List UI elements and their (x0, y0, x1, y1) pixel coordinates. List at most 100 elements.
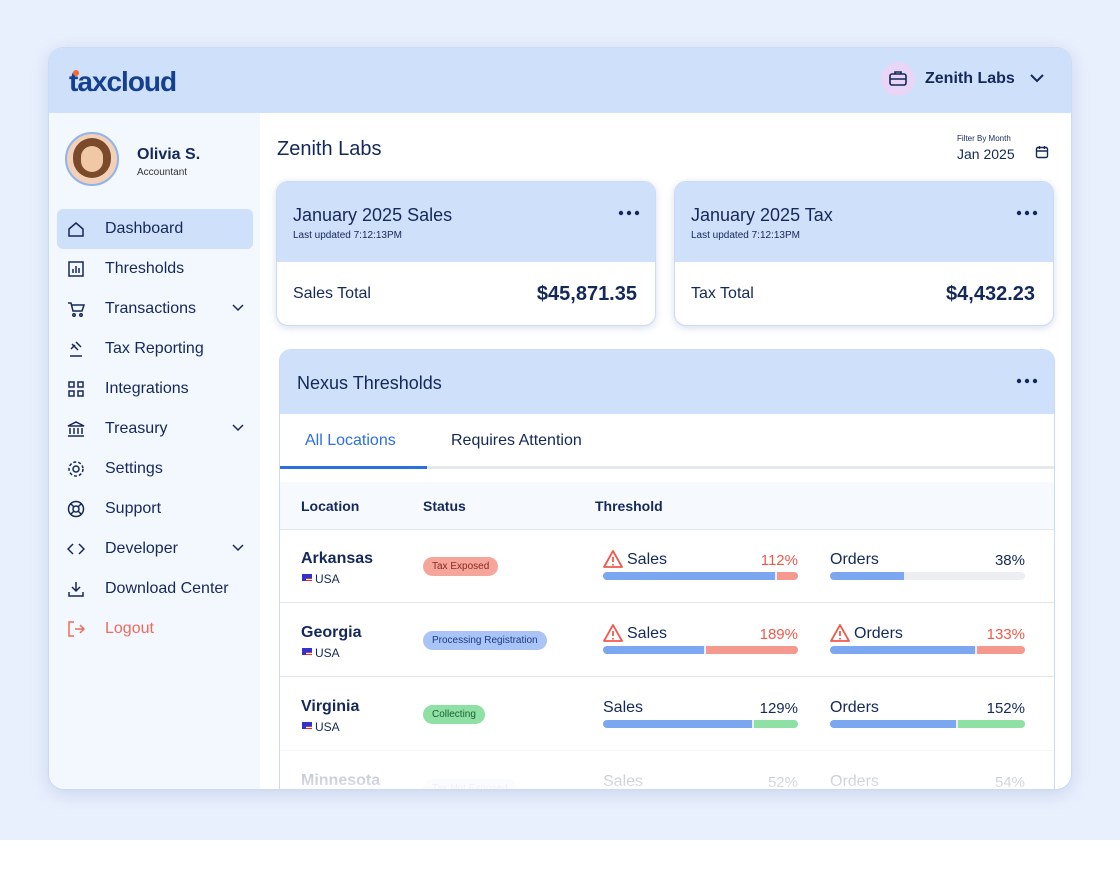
nav-icon (67, 543, 85, 555)
row-divider (280, 676, 1054, 677)
page-title: Zenith Labs (277, 138, 382, 160)
user-role: Accountant (137, 167, 188, 178)
column-header: Threshold (595, 498, 663, 514)
metric-percent: 133% (986, 626, 1025, 643)
summary-card: January 2025 Sales Last updated 7:12:13PM… (276, 181, 656, 326)
filter-value[interactable]: Jan 2025 (957, 146, 1015, 162)
nav-icon (68, 302, 85, 317)
bar-fill (830, 572, 905, 580)
more-menu (618, 210, 640, 216)
nav-item[interactable]: Integrations (105, 380, 189, 397)
nav-icon (68, 461, 84, 477)
metric-percent: 152% (986, 700, 1025, 717)
column-header: Location (301, 498, 360, 514)
flag (302, 574, 312, 581)
chevron[interactable] (1029, 72, 1045, 84)
metric-percent: 129% (759, 700, 798, 717)
bar-fill (830, 720, 957, 728)
nav-item[interactable]: Tax Reporting (105, 340, 204, 357)
logo: taxcloud (69, 66, 177, 97)
metric-percent: 38% (994, 552, 1025, 569)
bar-overflow (754, 720, 798, 728)
tab[interactable]: All Locations (305, 432, 396, 449)
state[interactable]: Virginia (301, 698, 360, 715)
top-bar (49, 48, 1071, 113)
nav-chevron (232, 424, 244, 432)
bar-fill (603, 720, 753, 728)
status-pill: Tax Exposed (423, 557, 499, 576)
bar-overflow (706, 646, 798, 654)
card-label: Sales Total (293, 285, 371, 302)
metric-percent: 189% (759, 626, 798, 643)
card-title: January 2025 Sales (293, 205, 453, 225)
nav-icon (67, 500, 85, 518)
tab-underline (280, 466, 427, 469)
briefcase (889, 71, 907, 86)
nexus-panel: Nexus Thresholds All Locations Requires A… (279, 349, 1055, 789)
nav-item[interactable]: Settings (105, 460, 163, 477)
bar-track (830, 572, 1025, 580)
warning-icon (603, 624, 623, 642)
warning-icon (830, 624, 850, 642)
column-header: Status (423, 498, 466, 514)
metric-name: Orders (830, 551, 879, 568)
metric-name: Sales (627, 551, 668, 568)
bar-overflow (976, 646, 1025, 654)
nav-item[interactable]: Thresholds (105, 260, 185, 277)
logout-icon (68, 621, 85, 637)
more-menu (1016, 210, 1038, 216)
country: USA (315, 646, 340, 660)
nav-icon (70, 341, 82, 357)
card-title: January 2025 Tax (691, 205, 833, 225)
state[interactable]: Arkansas (301, 550, 374, 567)
card-header (675, 182, 1053, 262)
card-value: $45,871.35 (536, 283, 637, 305)
card-value: $4,432.23 (946, 283, 1035, 305)
logout[interactable]: Logout (105, 620, 154, 637)
nav-chevron (232, 544, 244, 552)
card-header (277, 182, 655, 262)
metric-name: Sales (603, 699, 644, 716)
bar-overflow (777, 572, 798, 580)
panel-title: Nexus Thresholds (297, 373, 442, 393)
nav-item[interactable]: Download Center (105, 580, 229, 597)
nav-item[interactable]: Transactions (105, 300, 196, 317)
bar-overflow (958, 720, 1025, 728)
company-name[interactable]: Zenith Labs (925, 70, 1015, 87)
app-window: taxcloud Zenith Labs Olivia S. Accountan… (48, 47, 1072, 790)
nav-icon (68, 261, 84, 277)
summary-card: January 2025 Tax Last updated 7:12:13PM Ta… (674, 181, 1054, 326)
nav-item[interactable]: Developer (105, 540, 178, 557)
filter-label: Filter By Month (957, 134, 1011, 143)
country: USA (315, 720, 340, 734)
nav-icon (68, 222, 84, 237)
more-menu (1016, 378, 1038, 384)
bar-fill (603, 646, 705, 654)
user-name: Olivia S. (137, 146, 201, 163)
metric-name: Sales (627, 625, 668, 642)
tab[interactable]: Requires Attention (451, 432, 582, 449)
nav-chevron (232, 304, 244, 312)
nav-item[interactable]: Treasury (105, 420, 168, 437)
bar-fill (830, 646, 975, 654)
warning-icon (603, 550, 623, 568)
card-updated: Last updated 7:12:13PM (691, 230, 800, 241)
table-head (280, 482, 1054, 530)
metric-name: Orders (854, 625, 903, 642)
country: USA (315, 572, 340, 586)
company-icon[interactable] (881, 62, 915, 96)
card-label: Tax Total (691, 285, 754, 302)
state[interactable]: Georgia (301, 624, 362, 641)
status-pill: Collecting (423, 705, 485, 724)
nav-active (57, 209, 253, 249)
fade (280, 745, 1054, 789)
row-divider (280, 602, 1054, 603)
flag (302, 648, 312, 655)
nav-item[interactable]: Dashboard (105, 220, 184, 237)
nav-item[interactable]: Support (105, 500, 162, 517)
nav-icon (68, 582, 84, 597)
nav-icon (68, 381, 84, 397)
status-pill: Processing Registration (423, 631, 547, 650)
calendar-icon[interactable] (1035, 145, 1049, 159)
